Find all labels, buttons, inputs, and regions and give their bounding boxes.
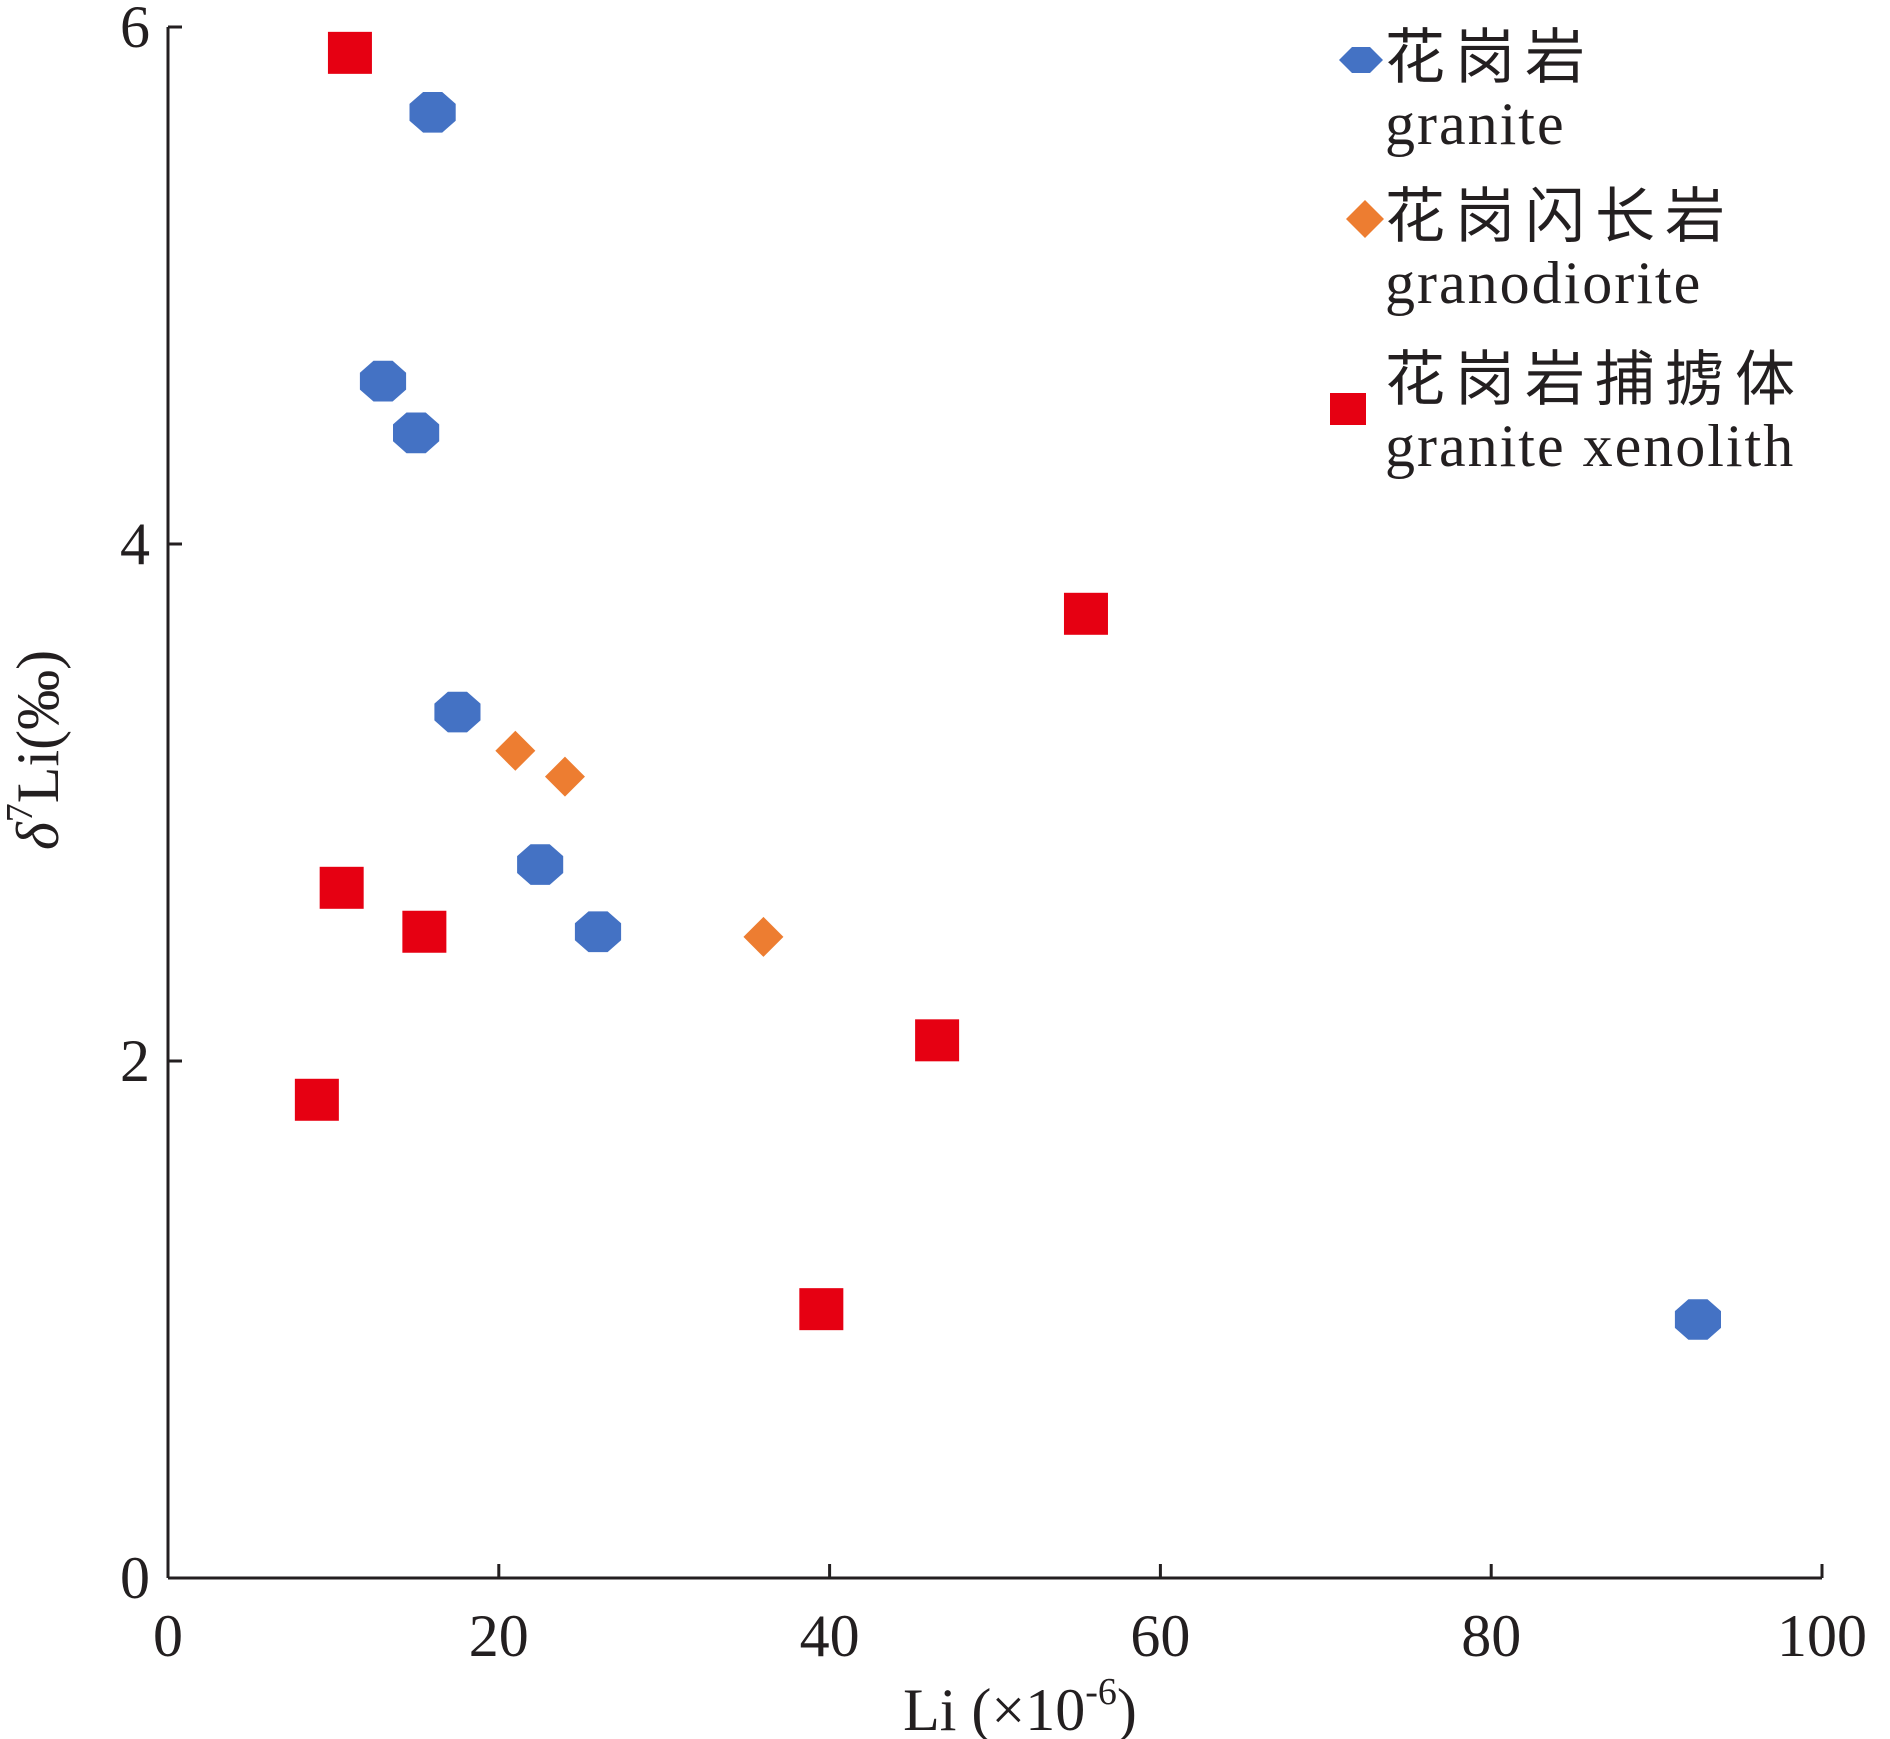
series-granite-xenolith [294,31,1108,1331]
granite-point [393,412,440,454]
granite-xenolith-point [294,1078,339,1121]
data-points [294,31,1721,1340]
axes [166,27,1822,1580]
x-tick-label: 0 [153,1603,183,1669]
legend-label-granite-xenolith-en: granite xenolith [1385,413,1795,479]
granite-point [359,360,407,402]
y-tick-label: 4 [120,511,150,577]
legend-label-granite-en: granite [1385,91,1566,157]
legend-label-granodiorite-en: granodiorite [1385,250,1702,316]
granite-point [1674,1299,1721,1340]
x-axis-title-suffix: ) [1117,1677,1137,1739]
legend-marker-granite [1339,47,1383,73]
y-axis-title: δ7Li(‰) [0,650,71,850]
legend-marker-granite-xenolith [1330,393,1366,425]
granite-xenolith-point [402,910,447,953]
x-tick-label: 60 [1130,1603,1190,1669]
granodiorite-point [495,730,536,771]
granite-xenolith-point [915,1019,960,1062]
legend-item-granodiorite: 花岗闪长岩 granodiorite [1346,182,1735,316]
granite-xenolith-point [1063,592,1108,635]
granite-point [574,911,622,953]
granodiorite-point [743,916,784,957]
granite-xenolith-point [327,31,372,74]
series-granodiorite [495,730,784,957]
y-tick-label: 2 [120,1028,150,1094]
x-tick-label: 100 [1777,1603,1867,1669]
legend-label-granite-cn: 花岗岩 [1385,23,1595,93]
legend-item-granite: 花岗岩 granite [1339,23,1595,157]
granite-point [409,92,456,133]
x-tick-label: 40 [800,1603,860,1669]
granite-xenolith-point [799,1288,844,1331]
legend-label-granite-xenolith-cn: 花岗岩捕掳体 [1385,345,1805,415]
y-tick-label: 0 [120,1545,150,1611]
y-axis-title-delta: δ [5,821,71,850]
granite-xenolith-point [319,866,364,909]
x-axis-title: Li (×10-6) [903,1671,1137,1739]
granite-point [434,691,481,733]
x-axis-title-superscript: -6 [1085,1671,1117,1713]
series-granite [359,92,1721,1340]
y-axis-title-rest: Li(‰) [5,650,71,803]
y-tick-label: 6 [120,0,150,60]
ticks: 0 20 40 60 80 100 0 2 4 6 [120,0,1867,1669]
y-axis-title-superscript: 7 [0,803,41,822]
granite-point [517,844,564,885]
granodiorite-point [544,756,585,797]
x-tick-label: 80 [1461,1603,1521,1669]
x-axis-title-main: Li (×10 [903,1677,1085,1739]
legend-item-granite-xenolith: 花岗岩捕掳体 granite xenolith [1330,345,1805,479]
legend-marker-granodiorite [1346,200,1384,238]
legend-label-granodiorite-cn: 花岗闪长岩 [1385,182,1735,252]
x-tick-label: 20 [469,1603,529,1669]
legend: 花岗岩 granite 花岗闪长岩 granodiorite 花岗岩捕掳体 gr… [1330,23,1805,479]
